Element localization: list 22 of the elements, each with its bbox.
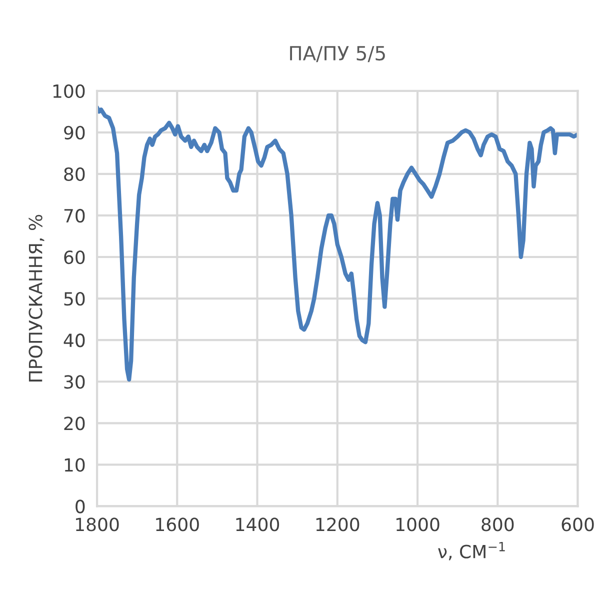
x-tick-label: 1400 — [236, 518, 280, 532]
x-tick-label: 600 — [562, 518, 594, 532]
y-tick-label: 30 — [64, 375, 85, 389]
y-tick-label: 20 — [64, 416, 85, 430]
y-tick-label: 0 — [76, 500, 85, 514]
y-tick-label: 50 — [64, 292, 85, 306]
y-axis-title: ПРОПУСКАННЯ, % — [28, 214, 44, 382]
y-tick-label: 80 — [64, 167, 85, 182]
x-tick-label: 1200 — [316, 518, 360, 532]
x-tick-label: 1000 — [396, 518, 440, 532]
x-tick-label: 1800 — [76, 518, 119, 532]
y-tick-label: 70 — [64, 208, 85, 223]
x-tick-label: 800 — [482, 518, 514, 532]
y-tick-label: 10 — [64, 458, 85, 472]
y-tick-label: 60 — [64, 250, 85, 264]
y-tick-label: 100 — [53, 84, 85, 98]
line-series — [97, 105, 578, 382]
y-tick-label: 40 — [64, 334, 85, 348]
x-tick-label: 1600 — [156, 518, 199, 532]
chart-title: ПА/ПУ 5/5 — [290, 46, 385, 62]
y-tick-label: 90 — [64, 126, 85, 140]
x-axis-title: ν, СМ$^{−1}$ — [438, 542, 505, 560]
